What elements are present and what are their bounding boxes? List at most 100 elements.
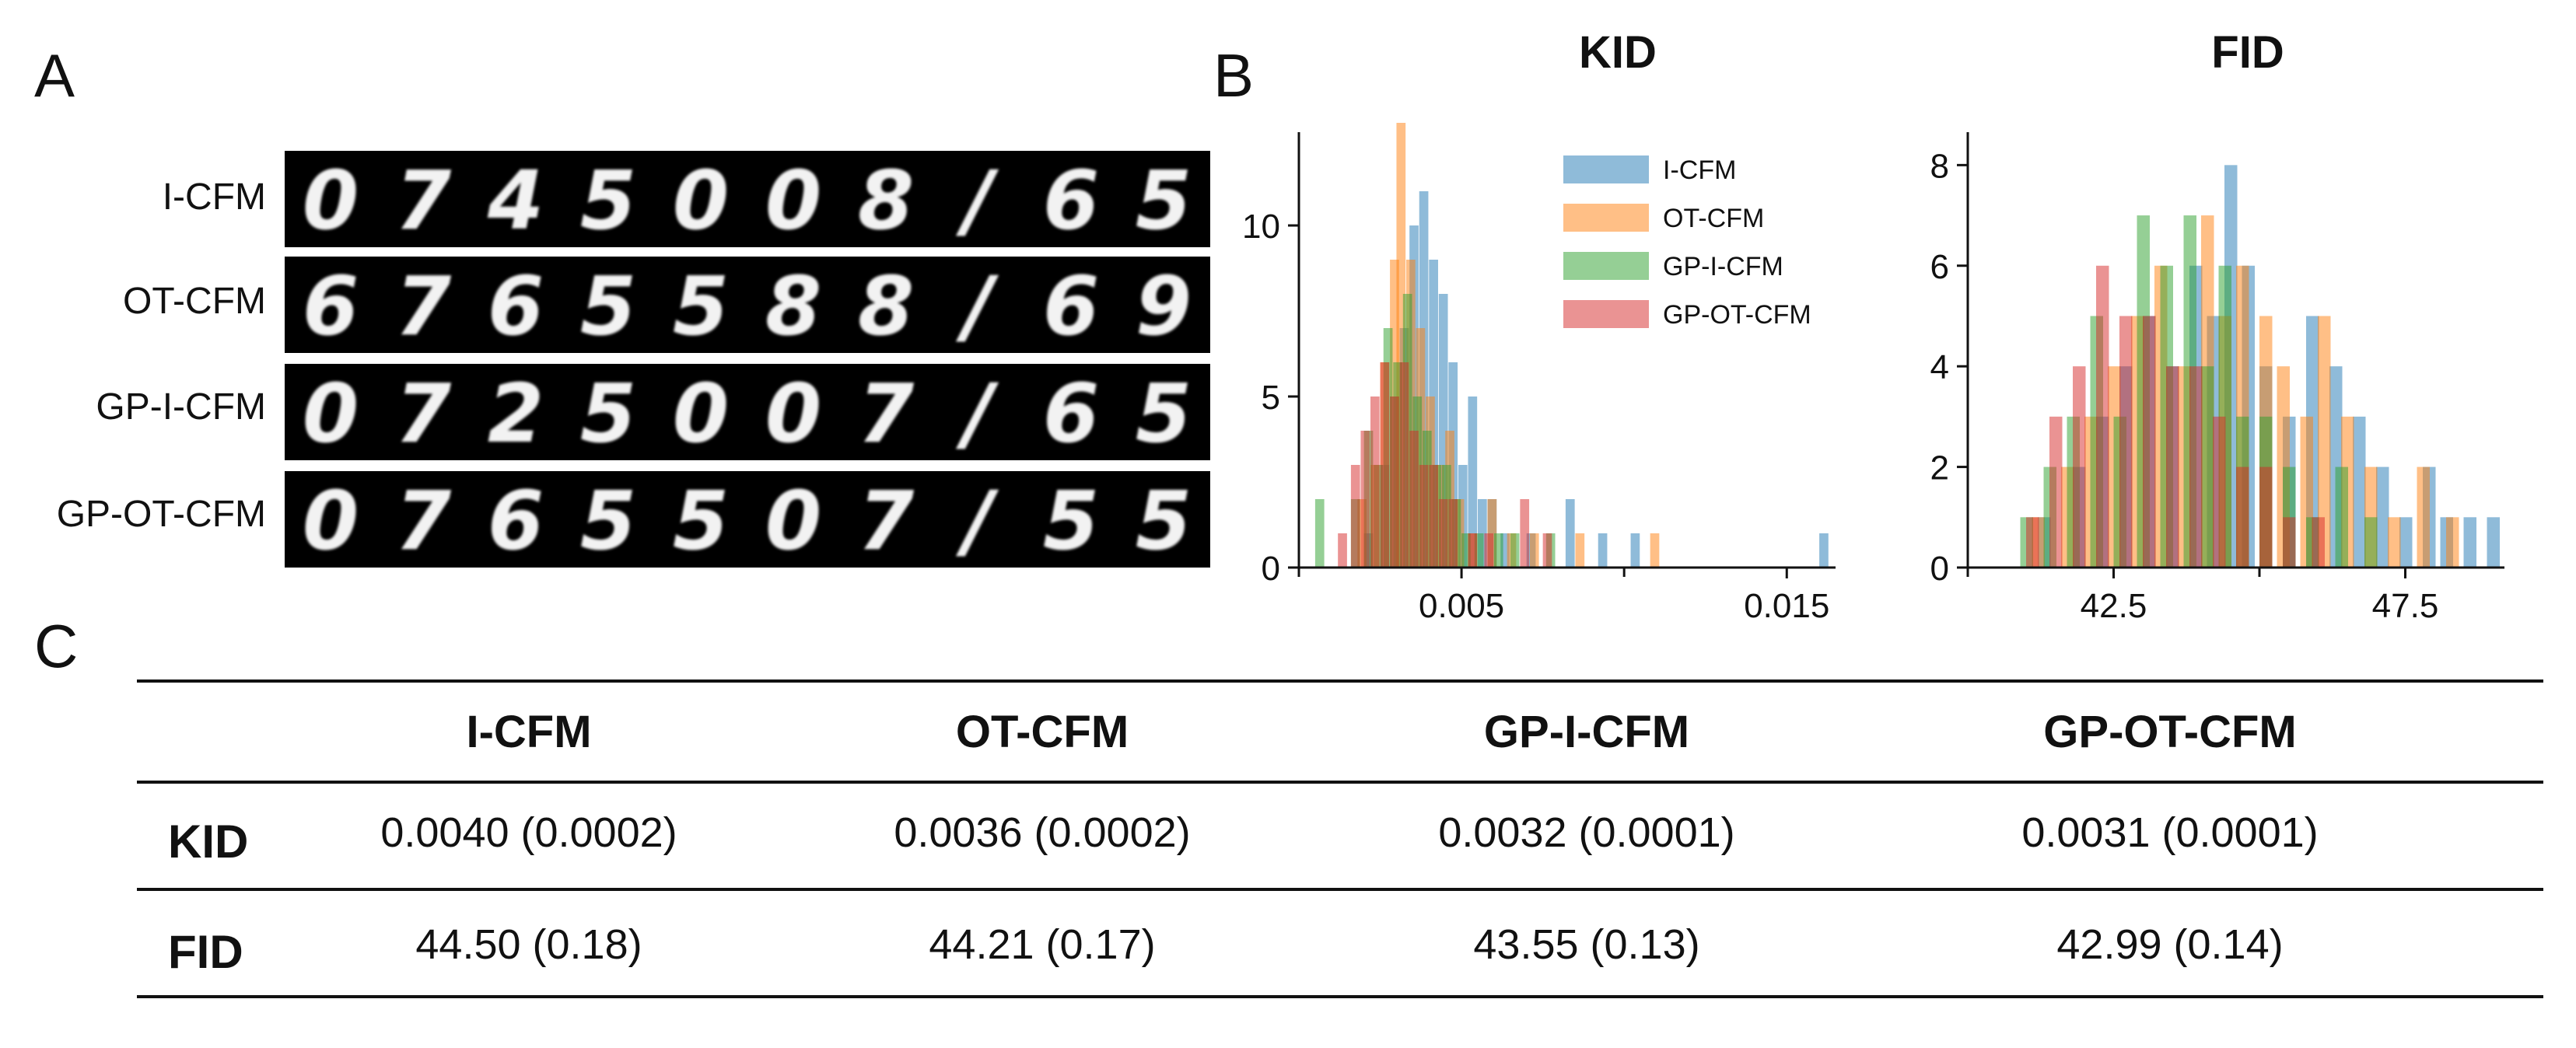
histogram-bar xyxy=(1390,396,1399,568)
histogram-bar xyxy=(2236,466,2249,568)
sample-digit: 5 xyxy=(580,153,636,247)
y-tick-label: 2 xyxy=(1930,449,1949,487)
sample-strip: 6 7 6 5 5 8 8/6 9 xyxy=(285,257,1210,353)
histogram-bar xyxy=(1529,533,1539,568)
histogram-bar xyxy=(2335,466,2348,568)
histogram-bar xyxy=(1493,533,1503,568)
sample-digit: 5 xyxy=(580,259,636,353)
table-cell: 0.0036 (0.0002) xyxy=(894,809,1191,856)
histogram-bar xyxy=(2213,416,2226,568)
histogram-bar xyxy=(2417,466,2430,568)
sample-row-label: GP-I-CFM xyxy=(96,386,266,428)
histogram-bar xyxy=(2119,316,2133,568)
histogram-bar xyxy=(2073,366,2086,568)
sample-strip-digits: 0 7 6 5 5 0 7/5 5 xyxy=(303,473,1192,568)
sample-digit: 0 xyxy=(673,366,729,460)
sample-digit: 5 xyxy=(1136,153,1192,247)
y-tick-label: 0 xyxy=(1262,550,1280,588)
sample-digit: 0 xyxy=(303,153,359,247)
sample-strip-digits: 0 7 2 5 0 0 7/6 5 xyxy=(303,366,1192,460)
histogram-bar xyxy=(1520,499,1530,568)
sample-digit: 0 xyxy=(303,473,359,568)
histogram-bar xyxy=(2189,366,2203,568)
sample-digit: 8 xyxy=(858,259,914,353)
table-col-header: GP-I-CFM xyxy=(1483,707,1690,757)
histogram-bar xyxy=(2312,517,2325,568)
sample-digit: 0 xyxy=(673,153,729,247)
table-cell: 43.55 (0.13) xyxy=(1473,921,1700,968)
sample-row-label: OT-CFM xyxy=(123,281,266,322)
table-cell: 0.0031 (0.0001) xyxy=(2021,809,2319,856)
legend-label: GP-OT-CFM xyxy=(1663,300,1811,330)
y-tick-label: 0 xyxy=(1930,550,1949,588)
histogram-bar xyxy=(1338,533,1347,568)
histogram-bar xyxy=(1461,533,1471,568)
legend-swatch xyxy=(1563,252,1649,280)
sample-digit: / xyxy=(956,473,999,568)
histogram-bar xyxy=(1468,396,1478,568)
series-gp-ot-cfm xyxy=(1338,362,1552,568)
sample-strip: 0 7 6 5 5 0 7/5 5 xyxy=(285,471,1210,568)
legend-label: OT-CFM xyxy=(1663,204,1764,233)
panel-label-a: A xyxy=(34,41,75,110)
table-row-label: FID xyxy=(168,926,243,978)
y-tick-label: 10 xyxy=(1242,208,1280,246)
table-cell: 42.99 (0.14) xyxy=(2056,921,2284,968)
histogram-bar xyxy=(2353,416,2366,568)
sample-digit: 4 xyxy=(487,153,544,247)
histogram-bar xyxy=(2318,316,2331,568)
histogram-bar xyxy=(1380,362,1390,568)
series-gp-ot-cfm xyxy=(2026,265,2325,568)
table-cell: 0.0040 (0.0002) xyxy=(380,809,677,856)
histogram-bar xyxy=(2463,517,2476,568)
sample-digit: 7 xyxy=(395,366,452,460)
legend-label: I-CFM xyxy=(1663,155,1736,185)
table-col-header: OT-CFM xyxy=(955,707,1129,757)
histogram-bar xyxy=(1650,533,1660,568)
sample-digit: 9 xyxy=(1136,259,1192,353)
y-tick-label: 4 xyxy=(1930,348,1949,386)
sample-digit: 6 xyxy=(1043,259,1099,353)
sample-strip-digits: 0 7 4 5 0 0 8/6 5 xyxy=(303,153,1192,247)
histogram-bar xyxy=(1438,499,1448,568)
sample-digit: 2 xyxy=(488,366,544,460)
panel-label-c: C xyxy=(34,612,79,680)
sample-digit: 7 xyxy=(395,259,452,353)
histogram-bar xyxy=(1448,499,1458,568)
sample-digit: 8 xyxy=(858,153,914,247)
table-cell: 44.21 (0.17) xyxy=(929,921,1156,968)
sample-digit: 0 xyxy=(303,366,359,460)
legend-label: GP-I-CFM xyxy=(1663,252,1783,281)
sample-strip: 0 7 2 5 0 0 7/6 5 xyxy=(285,364,1210,460)
sample-row-label: GP-OT-CFM xyxy=(56,494,266,535)
legend-swatch xyxy=(1563,300,1649,328)
histogram-bar xyxy=(1598,533,1608,568)
sample-digit: 6 xyxy=(1043,153,1099,247)
histogram-bar xyxy=(2143,316,2156,568)
sample-digit: 8 xyxy=(765,259,821,353)
x-tick-label: 0.015 xyxy=(1744,587,1829,622)
y-tick-label: 6 xyxy=(1930,248,1949,286)
kid-chart-title: KID xyxy=(1579,27,1657,78)
sample-digit: 6 xyxy=(488,259,544,353)
histogram-bar xyxy=(1542,533,1552,568)
panel-label-b: B xyxy=(1213,41,1255,110)
histogram-bar xyxy=(1419,465,1429,568)
sample-strip: 0 7 4 5 0 0 8/6 5 xyxy=(285,151,1210,247)
sample-digit: 6 xyxy=(1043,366,1099,460)
histogram-bar xyxy=(1575,533,1585,568)
histogram-bar xyxy=(2487,517,2500,568)
legend-swatch xyxy=(1563,204,1649,232)
histogram-bar xyxy=(1429,465,1438,568)
histogram-bar xyxy=(2096,265,2109,568)
histogram-bar xyxy=(1409,431,1419,568)
sample-digit: 6 xyxy=(488,473,544,568)
histogram-bar xyxy=(2376,466,2389,568)
histogram-bar xyxy=(1565,499,1575,568)
histogram-bar xyxy=(2399,517,2413,568)
legend: I-CFM OT-CFM GP-I-CFM GP-OT-CFM xyxy=(1563,155,1811,330)
sample-digit: 5 xyxy=(580,473,636,568)
sample-digit: 7 xyxy=(858,366,915,460)
histogram-bar xyxy=(2049,416,2063,568)
fid-chart-title: FID xyxy=(2211,27,2284,78)
